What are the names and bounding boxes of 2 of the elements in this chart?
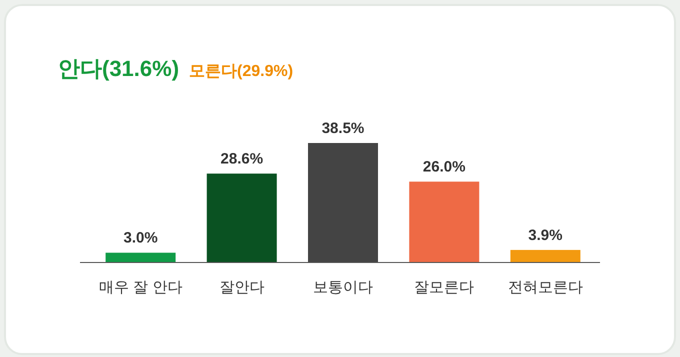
subtitle: 모른다(29.9%) xyxy=(189,63,294,80)
title: 안다(31.6%) xyxy=(58,56,180,81)
